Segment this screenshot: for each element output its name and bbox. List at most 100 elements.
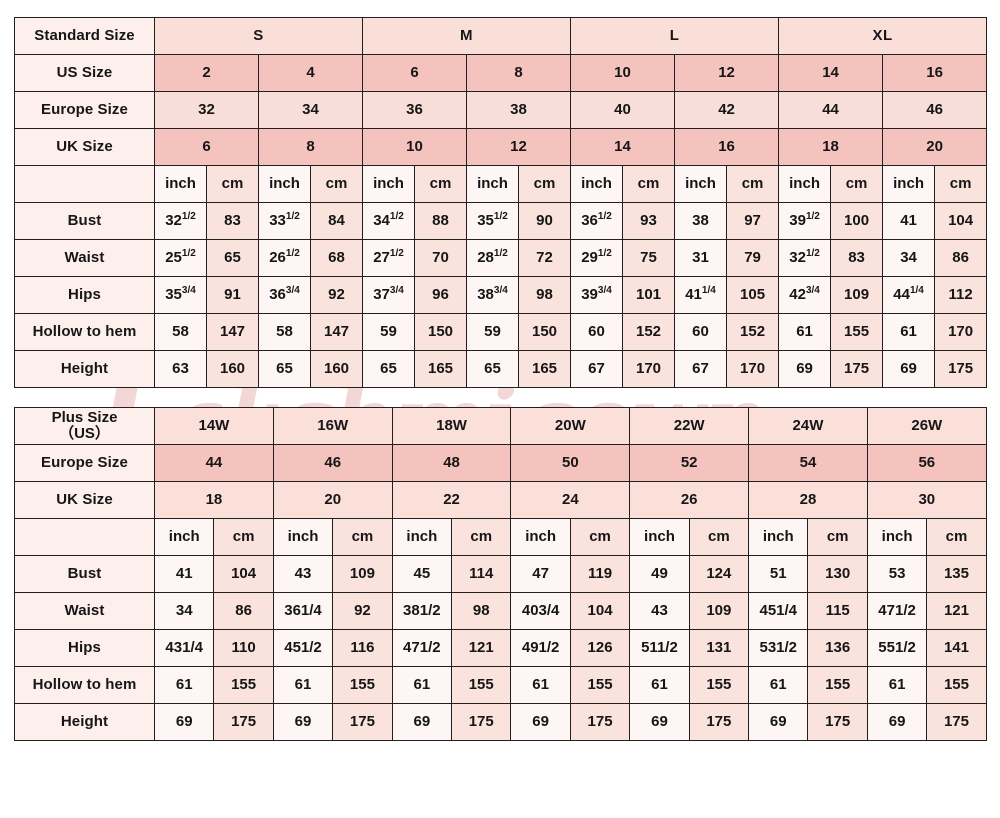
measure-cm-value: 101 [622, 276, 676, 314]
uk-size-value: 14 [570, 128, 676, 166]
measure-cm-value: 114 [451, 555, 512, 593]
row-measurement: Bust 321/2 83 331/2 84 341/2 88 351/2 90 361/2 93 3… [14, 202, 988, 240]
measure-cm-value: 84 [309, 202, 364, 240]
measure-cm-value: 83 [206, 202, 259, 240]
measure-inch-value: 471/2 [866, 592, 928, 630]
unit-header-inch: inch [466, 165, 520, 203]
measure-inch-value: 61 [748, 666, 809, 704]
measure-inch-value: 63 [154, 350, 207, 388]
units-row-blank [14, 518, 155, 556]
measure-inch-value: 61 [510, 666, 571, 704]
unit-header-cm: cm [807, 518, 868, 556]
measure-cm-value: 109 [830, 276, 884, 314]
us-size-value: 8 [466, 54, 572, 92]
measure-cm-value: 98 [451, 592, 512, 630]
measure-inch-value: 45 [391, 555, 453, 593]
measure-inch-value: 69 [629, 703, 690, 741]
row-header-measurement: Waist [14, 239, 155, 277]
measure-inch-value: 65 [258, 350, 311, 388]
measure-cm-value: 155 [569, 666, 631, 704]
measure-cm-value: 131 [688, 629, 750, 667]
unit-header-cm: cm [518, 165, 572, 203]
unit-header-inch: inch [866, 518, 928, 556]
measure-cm-value: 105 [726, 276, 780, 314]
measure-cm-value: 175 [688, 703, 750, 741]
row-measurement: Hollow to hem 58 147 58 147 59 150 59 150 60 152 60… [14, 313, 988, 351]
plus-size-value: 16W [272, 407, 393, 445]
measure-cm-value: 92 [332, 592, 393, 630]
measure-cm-value: 65 [206, 239, 259, 277]
uk-size-value: 24 [510, 481, 631, 519]
europe-size-value: 50 [510, 444, 631, 482]
measure-cm-value: 96 [414, 276, 468, 314]
measure-cm-value: 175 [830, 350, 884, 388]
unit-header-cm: cm [622, 165, 676, 203]
measure-cm-value: 124 [688, 555, 750, 593]
measure-cm-value: 104 [934, 202, 988, 240]
measure-cm-value: 150 [518, 313, 572, 351]
measure-cm-value: 97 [726, 202, 780, 240]
row-uk-size: UK Size 6 8 10 12 14 16 18 20 [14, 128, 988, 166]
measure-inch-value: 43 [629, 592, 690, 630]
measure-inch-value: 69 [510, 703, 571, 741]
uk-size-value: 26 [629, 481, 750, 519]
europe-size-value: 34 [257, 91, 364, 129]
us-size-value: 16 [882, 54, 988, 92]
unit-header-cm: cm [332, 518, 393, 556]
measure-cm-value: 72 [518, 239, 572, 277]
measure-cm-value: 175 [213, 703, 274, 741]
measure-inch-value: 551/2 [866, 629, 928, 667]
measure-cm-value: 119 [569, 555, 631, 593]
row-header-measurement: Hips [14, 629, 155, 667]
uk-size-value: 6 [154, 128, 259, 166]
measure-cm-value: 165 [414, 350, 468, 388]
measure-cm-value: 109 [332, 555, 393, 593]
unit-header-cm: cm [688, 518, 750, 556]
measure-cm-value: 150 [414, 313, 468, 351]
row-uk-size: UK Size 18 20 22 24 26 28 30 [14, 481, 987, 519]
row-header-measurement: Height [14, 703, 155, 741]
measure-inch-value: 67 [674, 350, 728, 388]
unit-header-inch: inch [748, 518, 809, 556]
measure-cm-value: 112 [934, 276, 988, 314]
row-units: inch cm inch cm inch cm inch cm inch cm inch cm inch… [14, 518, 987, 556]
measure-inch-value: 41 [882, 202, 936, 240]
measure-inch-value: 391/2 [778, 202, 832, 240]
measure-inch-value: 61 [272, 666, 334, 704]
row-header-plus-size: Plus Size （US） [14, 407, 155, 445]
europe-size-value: 38 [466, 91, 572, 129]
group-header-m: M [362, 17, 572, 55]
measure-inch-value: 411/4 [674, 276, 728, 314]
measure-inch-value: 58 [258, 313, 311, 351]
measure-cm-value: 79 [726, 239, 780, 277]
row-plus-size: Plus Size （US） 14W 16W 18W 20W 22W 24W 26W [14, 407, 987, 445]
measure-inch-value: 373/4 [362, 276, 416, 314]
plus-size-value: 14W [154, 407, 274, 445]
europe-size-value: 40 [570, 91, 676, 129]
measure-cm-value: 175 [807, 703, 868, 741]
measure-inch-value: 47 [510, 555, 571, 593]
measure-inch-value: 531/2 [748, 629, 809, 667]
measure-inch-value: 51 [748, 555, 809, 593]
measure-inch-value: 321/2 [778, 239, 832, 277]
measure-inch-value: 61 [778, 313, 832, 351]
measure-inch-value: 49 [629, 555, 690, 593]
measure-cm-value: 75 [622, 239, 676, 277]
measure-inch-value: 60 [674, 313, 728, 351]
plus-size-value: 26W [866, 407, 987, 445]
row-header-standard-size: Standard Size [14, 17, 155, 55]
uk-size-value: 10 [362, 128, 468, 166]
unit-header-inch: inch [153, 518, 215, 556]
measure-inch-value: 59 [466, 313, 520, 351]
europe-size-value: 54 [748, 444, 868, 482]
row-header-measurement: Hips [14, 276, 155, 314]
unit-header-inch: inch [510, 518, 571, 556]
measure-cm-value: 130 [807, 555, 868, 593]
measure-cm-value: 155 [451, 666, 512, 704]
measure-cm-value: 86 [213, 592, 274, 630]
row-header-europe-size: Europe Size [14, 91, 155, 129]
measure-inch-value: 61 [866, 666, 928, 704]
unit-header-cm: cm [926, 518, 987, 556]
measure-inch-value: 65 [466, 350, 520, 388]
measure-inch-value: 61 [391, 666, 453, 704]
